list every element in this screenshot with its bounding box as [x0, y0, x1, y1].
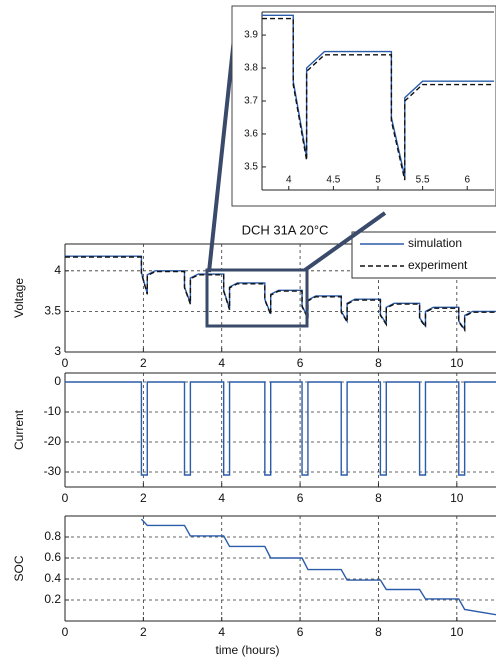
y-axis-label: SOC: [12, 555, 26, 581]
y-tick-label: 3: [54, 344, 61, 358]
x-tick-label: 2: [140, 356, 147, 370]
x-tick-label: 5.5: [416, 175, 430, 186]
legend-label: experiment: [408, 258, 468, 272]
y-tick-label: -20: [44, 434, 62, 448]
y-tick-label: -30: [44, 464, 62, 478]
x-tick-label: 10: [450, 625, 464, 639]
x-tick-label: 2: [140, 491, 147, 505]
x-tick-label: 0: [62, 625, 69, 639]
inset-background: [232, 6, 496, 206]
x-tick-label: 4: [286, 175, 292, 186]
y-tick-label: 0.6: [44, 550, 61, 564]
x-tick-label: 10: [450, 491, 464, 505]
x-tick-label: 8: [375, 356, 382, 370]
y-tick-label: 0: [54, 374, 61, 388]
y-tick-label: 3.8: [244, 63, 258, 74]
main-panels: 3 3.5 4 0 2 4 6 8 10 Voltage DCH 31A 20°C simulatio…: [12, 222, 496, 657]
x-tick-label: 6: [297, 356, 304, 370]
chart-title: DCH 31A 20°C: [242, 222, 329, 237]
x-tick-label: 2: [140, 625, 147, 639]
y-tick-label: 0.4: [44, 571, 61, 585]
x-tick-label: 4: [218, 625, 225, 639]
x-tick-label: 6: [297, 625, 304, 639]
x-axis-label: time (hours): [215, 643, 279, 657]
x-tick-label: 4: [218, 491, 225, 505]
legend-label: simulation: [408, 236, 462, 250]
x-tick-label: 8: [375, 625, 382, 639]
y-tick-label: 3.7: [244, 96, 258, 107]
figure: 3 3.5 4 0 2 4 6 8 10 Voltage DCH 31A 20°C simulatio…: [0, 0, 496, 666]
x-tick-label: 4: [218, 356, 225, 370]
y-axis-label: Current: [12, 409, 26, 450]
x-tick-label: 0: [62, 491, 69, 505]
x-tick-label: 6: [464, 175, 470, 186]
inset: 3.5 3.6 3.7 3.8 3.9 4 4.5 5 5.5 6: [232, 6, 496, 206]
x-tick-label: 10: [450, 356, 464, 370]
x-tick-label: 8: [375, 491, 382, 505]
y-tick-label: 4: [54, 263, 61, 277]
y-tick-label: 3.9: [244, 30, 258, 41]
y-tick-label: 3.6: [244, 129, 258, 140]
x-tick-label: 5: [375, 175, 381, 186]
y-tick-label: 0.2: [44, 592, 61, 606]
series-line: [65, 382, 496, 475]
x-tick-label: 0: [62, 356, 69, 370]
x-tick-label: 4.5: [326, 175, 340, 186]
y-tick-label: -10: [44, 404, 62, 418]
y-tick-label: 3.5: [244, 162, 258, 173]
y-tick-label: 3.5: [44, 304, 61, 318]
x-tick-label: 6: [297, 491, 304, 505]
y-tick-label: 0.8: [44, 529, 61, 543]
y-axis-label: Voltage: [12, 278, 26, 318]
